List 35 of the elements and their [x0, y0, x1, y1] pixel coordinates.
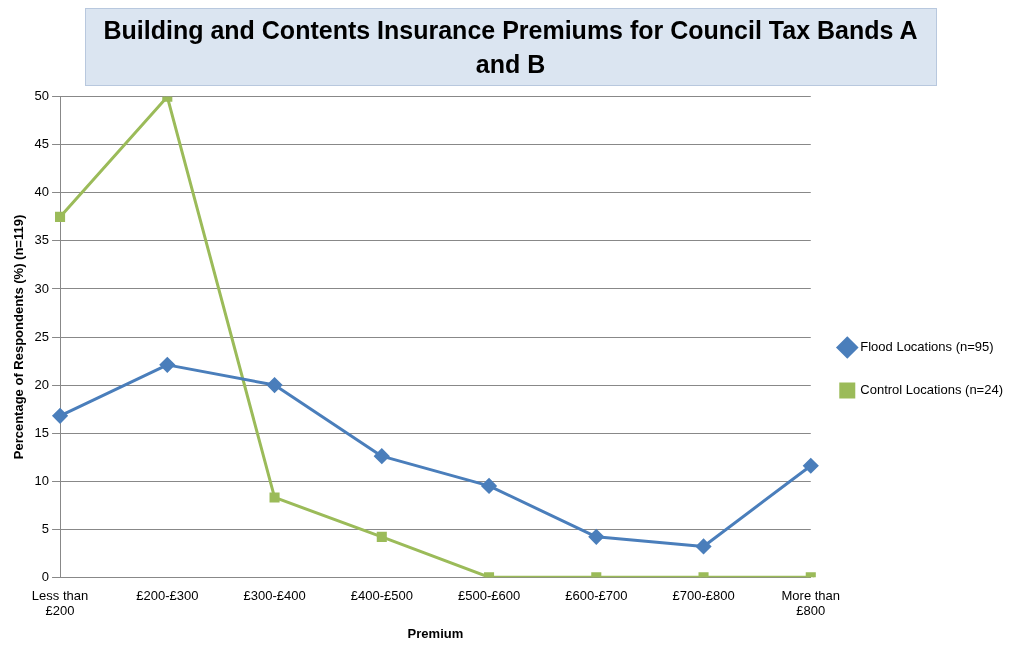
point [588, 529, 604, 545]
point [267, 377, 283, 393]
y-tick-label: 10 [34, 472, 50, 488]
legend-label: Control Locations (n=24) [860, 382, 1004, 398]
y-tick-label: 25 [34, 328, 50, 344]
y-tick-label: 35 [34, 232, 50, 248]
y-tick-label: 15 [34, 424, 50, 440]
x-tick-label: More than £800 [781, 587, 841, 619]
x-tick-label: Less than £200 [31, 587, 89, 619]
y-tick-label: 30 [34, 280, 50, 296]
point [52, 408, 68, 424]
y-tick-label: 0 [41, 568, 50, 584]
point [481, 478, 497, 494]
point [696, 538, 712, 554]
point [803, 458, 819, 474]
legend-label: Flood Locations (n=95) [860, 339, 994, 355]
point [374, 448, 390, 464]
x-tick-label: £400-£500 [350, 587, 413, 603]
y-axis-title: Percentage of Respondents (%) (n=119) [11, 214, 27, 460]
point [159, 357, 175, 373]
point [376, 531, 387, 542]
x-axis-title: Premium [407, 625, 464, 641]
y-tick-label: 45 [34, 136, 50, 152]
y-tick-label: 50 [34, 88, 50, 104]
x-tick-label: £200-£300 [136, 587, 199, 603]
x-tick-label: £600-£700 [565, 587, 628, 603]
y-tick-label: 40 [34, 184, 50, 200]
y-tick-label: 20 [34, 376, 50, 392]
x-tick-label: £300-£400 [243, 587, 306, 603]
point [269, 492, 280, 503]
point [55, 211, 66, 222]
x-tick-label: £700-£800 [672, 587, 735, 603]
x-tick-label: £500-£600 [457, 587, 521, 603]
y-tick-label: 5 [41, 520, 50, 536]
chart-title: Building and Contents Insurance Premiums for Council Tax Bands A and B [84, 8, 937, 86]
